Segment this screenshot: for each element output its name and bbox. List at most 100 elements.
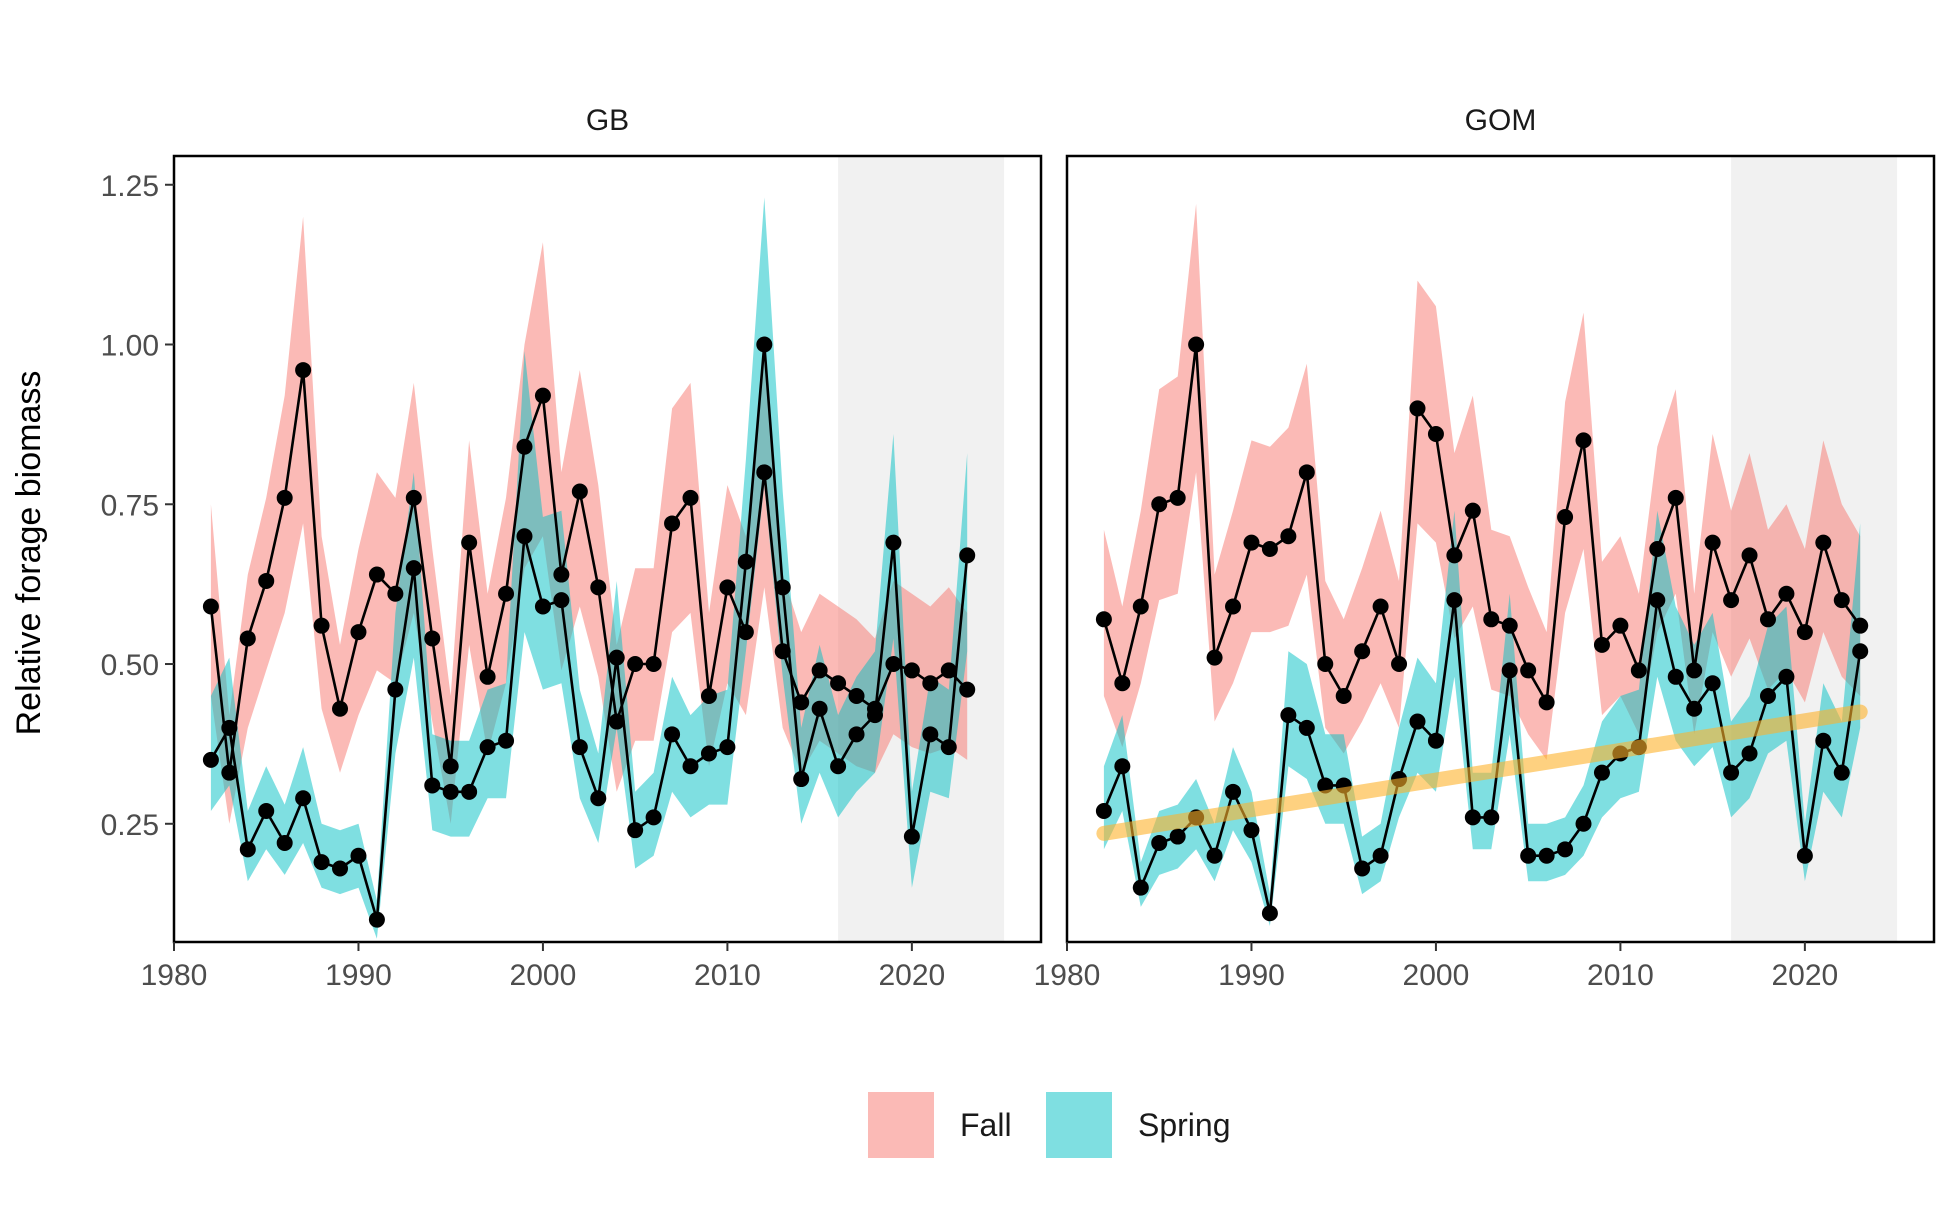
point-spring-gb-2013 bbox=[774, 579, 791, 596]
point-fall-gb-2000 bbox=[534, 387, 551, 404]
point-fall-gom-2012 bbox=[1649, 541, 1666, 557]
point-fall-gb-1988 bbox=[313, 617, 330, 634]
point-fall-gb-2014 bbox=[793, 694, 810, 711]
point-spring-gb-2023 bbox=[959, 547, 976, 564]
point-fall-gb-2009 bbox=[700, 687, 717, 704]
y-axis-title: Relative forage biomass bbox=[10, 371, 48, 736]
ribbon-spring-gb bbox=[210, 197, 968, 939]
x-tick-label-gom-1980: 1980 bbox=[1034, 959, 1101, 992]
point-spring-gom-2022 bbox=[1833, 764, 1850, 781]
panel-gb: GB 1980 1990 2000 2010 2020 0.25 0.50 0.75 1.00 1.… bbox=[101, 104, 1043, 992]
point-fall-gb-2008 bbox=[682, 489, 699, 506]
point-spring-gb-1988 bbox=[313, 854, 330, 871]
point-spring-gom-1986 bbox=[1169, 828, 1186, 845]
point-spring-gb-1984 bbox=[239, 841, 256, 858]
point-spring-gb-1999 bbox=[516, 528, 533, 545]
point-fall-gom-1997 bbox=[1372, 598, 1389, 615]
point-fall-gom-1993 bbox=[1298, 464, 1315, 481]
panel-border-gom bbox=[1065, 154, 1936, 944]
x-tick-label-gom-2020: 2020 bbox=[1771, 959, 1838, 992]
point-fall-gb-2006 bbox=[645, 656, 662, 673]
point-spring-gom-2000 bbox=[1427, 732, 1444, 749]
point-spring-gb-2010 bbox=[719, 739, 736, 756]
x-tick-label-gb-2000: 2000 bbox=[510, 959, 577, 992]
point-spring-gb-2020 bbox=[903, 828, 920, 845]
point-fall-gom-2010 bbox=[1612, 617, 1629, 634]
point-spring-gb-1995 bbox=[442, 783, 459, 800]
point-spring-gom-2021 bbox=[1815, 732, 1832, 749]
legend-label-fall: Fall bbox=[960, 1107, 1012, 1143]
x-tick-label-gom-2000: 2000 bbox=[1403, 959, 1470, 992]
point-spring-gom-1996 bbox=[1354, 860, 1371, 877]
point-spring-gom-2002 bbox=[1464, 809, 1481, 826]
point-spring-gom-2008 bbox=[1575, 815, 1592, 832]
point-fall-gom-2014 bbox=[1686, 662, 1703, 679]
point-spring-gb-2008 bbox=[682, 758, 699, 775]
point-spring-gb-1982 bbox=[202, 751, 219, 768]
point-spring-gb-1990 bbox=[350, 847, 367, 864]
ribbon-fall-gom bbox=[1103, 203, 1861, 760]
point-fall-gom-2019 bbox=[1778, 585, 1795, 602]
ribbon-fall-gb bbox=[210, 216, 968, 824]
point-spring-gom-2020 bbox=[1796, 847, 1813, 864]
point-fall-gb-1985 bbox=[258, 572, 275, 589]
point-fall-gb-2003 bbox=[590, 579, 607, 596]
point-fall-gb-1992 bbox=[387, 585, 404, 602]
panel-title-gom: GOM bbox=[1465, 104, 1537, 137]
point-spring-gom-1991 bbox=[1261, 905, 1278, 922]
point-spring-gom-1983 bbox=[1114, 758, 1131, 775]
point-fall-gom-2016 bbox=[1723, 592, 1740, 609]
point-fall-gom-2002 bbox=[1464, 502, 1481, 519]
legend-label-spring: Spring bbox=[1138, 1107, 1231, 1143]
point-spring-gb-2016 bbox=[830, 758, 847, 775]
point-spring-gom-1990 bbox=[1243, 822, 1260, 839]
point-spring-gom-1982 bbox=[1095, 803, 1112, 819]
point-spring-gb-2002 bbox=[571, 739, 588, 756]
point-fall-gom-2005 bbox=[1520, 662, 1537, 679]
point-spring-gb-1994 bbox=[424, 777, 441, 794]
point-fall-gom-2009 bbox=[1593, 636, 1610, 653]
point-fall-gom-1983 bbox=[1114, 675, 1131, 692]
point-spring-gom-1994 bbox=[1317, 777, 1334, 794]
point-fall-gb-1989 bbox=[332, 700, 349, 717]
point-fall-gb-1995 bbox=[442, 758, 459, 775]
y-tick-label-1.25: 1.25 bbox=[101, 170, 159, 203]
point-fall-gom-2003 bbox=[1483, 611, 1500, 628]
y-tick-label-0.25: 0.25 bbox=[101, 809, 159, 842]
point-fall-gb-2010 bbox=[719, 579, 736, 596]
point-fall-gom-1990 bbox=[1243, 534, 1260, 551]
point-fall-gom-2018 bbox=[1759, 611, 1776, 628]
x-tick-label-gom-1990: 1990 bbox=[1218, 959, 1285, 992]
point-spring-gb-1986 bbox=[276, 834, 293, 851]
point-fall-gom-2021 bbox=[1815, 534, 1832, 551]
point-fall-gom-2015 bbox=[1704, 534, 1721, 551]
point-fall-gom-2000 bbox=[1427, 425, 1444, 442]
point-spring-gb-1991 bbox=[368, 911, 385, 928]
point-fall-gom-2006 bbox=[1538, 694, 1555, 711]
point-fall-gb-1990 bbox=[350, 624, 367, 641]
point-spring-gb-2014 bbox=[793, 771, 810, 788]
point-spring-gom-2014 bbox=[1686, 700, 1703, 717]
point-spring-gb-1998 bbox=[498, 732, 515, 749]
y-tick-label-0.50: 0.50 bbox=[101, 649, 159, 682]
point-spring-gom-2019 bbox=[1778, 668, 1795, 685]
point-spring-gom-2018 bbox=[1759, 687, 1776, 704]
point-fall-gom-1984 bbox=[1132, 598, 1149, 615]
point-spring-gom-2005 bbox=[1520, 847, 1537, 864]
point-fall-gom-2022 bbox=[1833, 592, 1850, 609]
point-fall-gom-1995 bbox=[1335, 687, 1352, 704]
point-spring-gom-2006 bbox=[1538, 847, 1555, 864]
point-spring-gb-2022 bbox=[940, 739, 957, 756]
point-spring-gb-1993 bbox=[405, 560, 422, 577]
point-fall-gom-1989 bbox=[1225, 598, 1242, 615]
point-spring-gb-1996 bbox=[461, 783, 478, 800]
point-spring-gom-2016 bbox=[1723, 764, 1740, 781]
point-spring-gom-2009 bbox=[1593, 764, 1610, 781]
point-spring-gb-2015 bbox=[811, 700, 828, 717]
point-spring-gom-2001 bbox=[1446, 592, 1463, 609]
point-spring-gb-2000 bbox=[534, 598, 551, 615]
y-tick-label-1.00: 1.00 bbox=[101, 330, 159, 363]
point-fall-gb-2011 bbox=[737, 624, 754, 641]
point-fall-gb-1999 bbox=[516, 438, 533, 455]
